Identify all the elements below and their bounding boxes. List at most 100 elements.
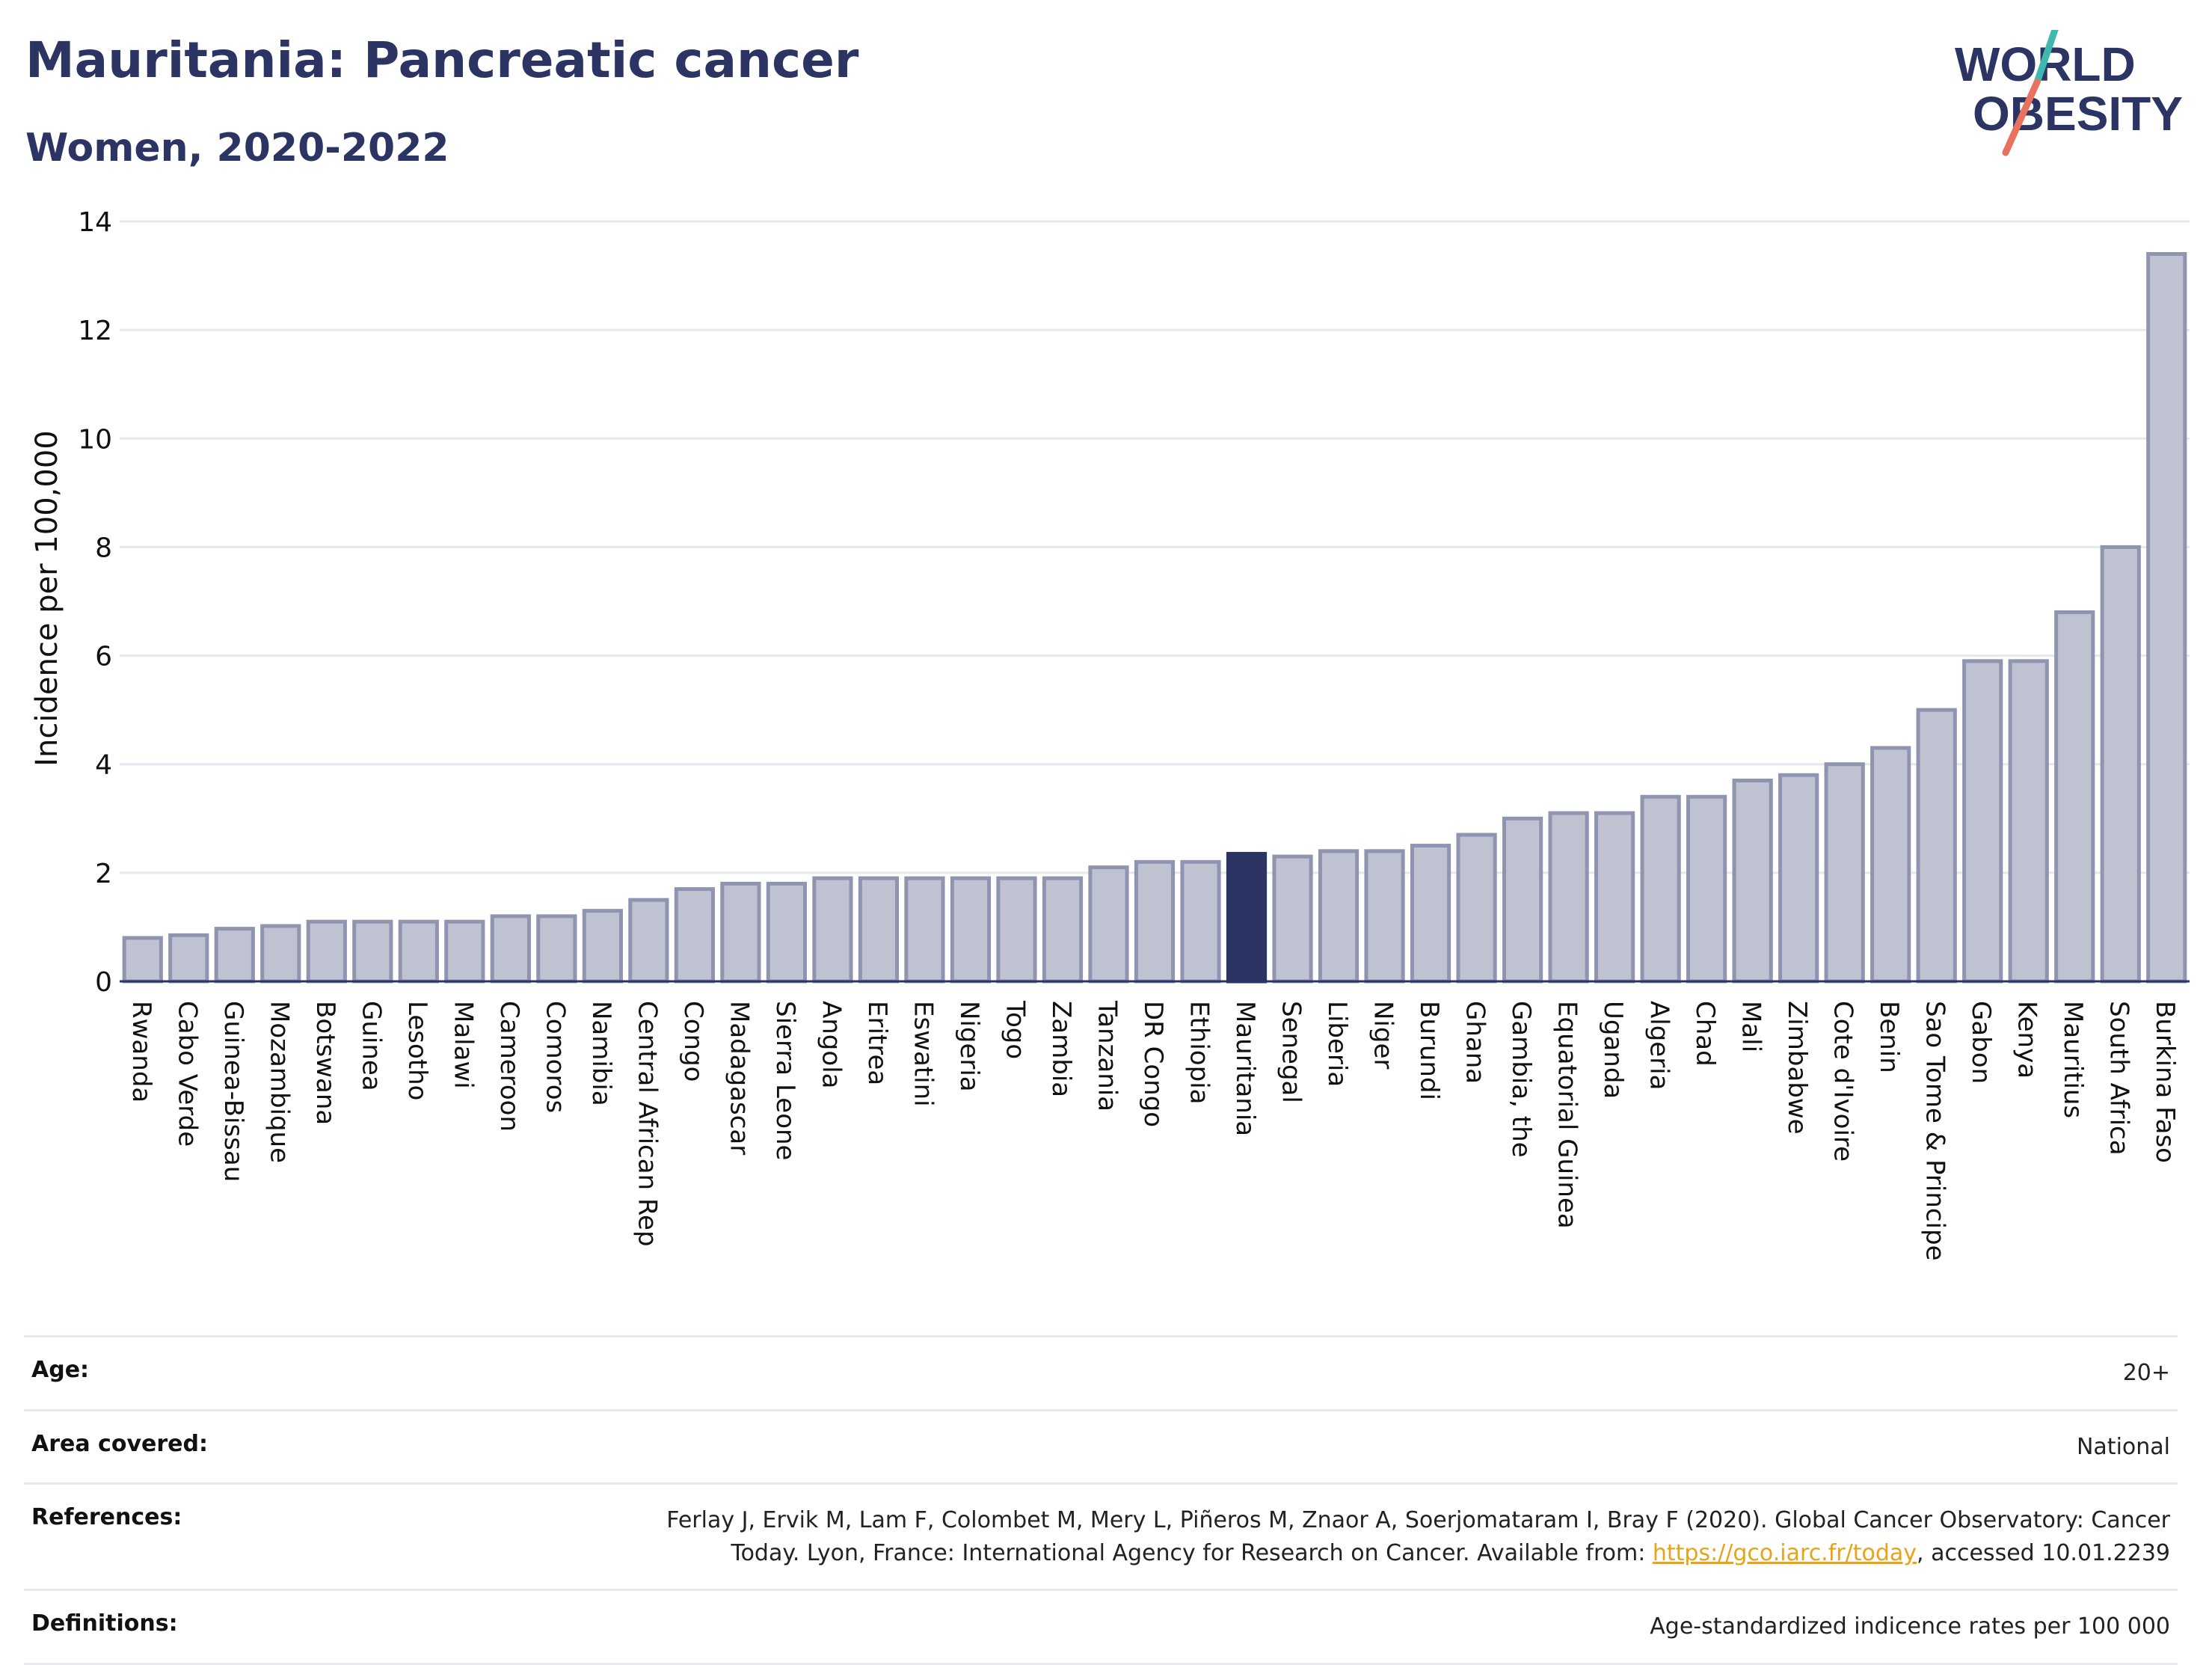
bar-botswana bbox=[306, 919, 347, 984]
references-line-1: Ferlay J, Ervik M, Lam F, Colombet M, Me… bbox=[666, 1507, 2170, 1533]
bar-south-africa bbox=[2100, 545, 2141, 984]
y-tick-label: 6 bbox=[95, 642, 112, 672]
bar-chart: 0 2 4 6 8 10 12 14 Rwanda Cabo Verde Guinea-Bissa… bbox=[30, 207, 2190, 1261]
bar-benin bbox=[1870, 746, 1911, 984]
bar-eswatini bbox=[904, 876, 945, 984]
x-tick-label: Cabo Verde bbox=[172, 1001, 202, 1147]
bar-mali bbox=[1732, 778, 1773, 984]
bar-kenya bbox=[2008, 659, 2049, 984]
bar-cabo-verde bbox=[168, 933, 209, 984]
x-tick-label: Central African Rep bbox=[632, 1001, 662, 1247]
x-axis-labels: Rwanda Cabo Verde Guinea-Bissau Mozambique B… bbox=[126, 1000, 2180, 1261]
bar-angola bbox=[812, 876, 853, 984]
bar-burundi bbox=[1410, 844, 1451, 984]
bar-zimbabwe bbox=[1778, 773, 1819, 984]
bar-togo bbox=[996, 876, 1037, 984]
x-tick-label: Gabon bbox=[1966, 1001, 1996, 1084]
bar-tanzania bbox=[1088, 865, 1129, 984]
y-axis-ticks: 0 2 4 6 8 10 12 14 bbox=[78, 207, 112, 998]
bar-madagascar bbox=[720, 881, 761, 984]
x-tick-label: Chad bbox=[1690, 1001, 1720, 1067]
details-row-definitions: Definitions: Age-standardized indicence … bbox=[24, 1589, 2178, 1665]
y-tick-label: 10 bbox=[78, 424, 112, 455]
bar-eritrea bbox=[858, 876, 900, 984]
x-tick-label: Mozambique bbox=[264, 1001, 294, 1163]
x-tick-label: Tanzania bbox=[1092, 1000, 1122, 1111]
bar-malawi bbox=[444, 919, 485, 984]
x-tick-label: Botswana bbox=[310, 1001, 340, 1125]
x-tick-label: Congo bbox=[678, 1001, 708, 1082]
y-tick-label: 4 bbox=[95, 750, 112, 781]
bar-liberia bbox=[1318, 849, 1360, 984]
x-tick-label: Comoros bbox=[540, 1001, 570, 1113]
details-row-age: Age: 20+ bbox=[24, 1335, 2178, 1409]
x-tick-label: Nigeria bbox=[954, 1001, 984, 1092]
x-tick-label: Zambia bbox=[1046, 1001, 1076, 1097]
x-tick-label: Cameroon bbox=[494, 1001, 524, 1132]
x-tick-label: Ghana bbox=[1460, 1001, 1490, 1084]
references-line-2-pre: Today. Lyon, France: International Agenc… bbox=[731, 1539, 1653, 1566]
x-tick-label: Sierra Leone bbox=[770, 1001, 800, 1160]
age-label: Age: bbox=[31, 1357, 90, 1383]
bar-guinea-bissau bbox=[214, 927, 255, 984]
bar-algeria bbox=[1640, 794, 1681, 984]
logo-slash-teal bbox=[2033, 30, 2059, 86]
x-tick-label: Kenya bbox=[2012, 1001, 2042, 1079]
details-row-area: Area covered: National bbox=[24, 1408, 2178, 1483]
x-tick-label: Madagascar bbox=[724, 1001, 754, 1155]
x-tick-label: Mali bbox=[1736, 1001, 1766, 1052]
age-value: 20+ bbox=[2122, 1360, 2170, 1386]
bar-mozambique bbox=[260, 924, 301, 984]
y-tick-label: 8 bbox=[95, 533, 112, 563]
references-label: References: bbox=[31, 1504, 182, 1530]
bar-sao-tome-principe bbox=[1916, 708, 1957, 984]
bar-comoros bbox=[536, 914, 577, 984]
definitions-value: Age-standardized indicence rates per 100… bbox=[1650, 1613, 2170, 1640]
x-tick-label: Senegal bbox=[1276, 1001, 1306, 1103]
references-link[interactable]: https://gco.iarc.fr/today bbox=[1652, 1539, 1917, 1566]
x-tick-label: Eswatini bbox=[908, 1001, 938, 1107]
x-tick-label: Niger bbox=[1368, 1001, 1398, 1069]
bar-equatorial-guinea bbox=[1548, 811, 1589, 984]
references-line-2: Today. Lyon, France: International Agenc… bbox=[666, 1537, 2170, 1570]
bar-central-african-rep bbox=[628, 898, 669, 984]
x-tick-label: Togo bbox=[1000, 1000, 1030, 1059]
x-tick-label: Mauritania bbox=[1230, 1001, 1260, 1136]
x-tick-label: Guinea-Bissau bbox=[218, 1001, 248, 1182]
bar-ethiopia bbox=[1180, 859, 1221, 984]
bar-congo bbox=[674, 887, 715, 984]
y-tick-label: 0 bbox=[95, 967, 112, 998]
x-tick-label: Mauritius bbox=[2058, 1001, 2088, 1118]
bar-rwanda bbox=[122, 936, 163, 984]
bar-cameroon bbox=[490, 914, 531, 984]
world-obesity-logo: WORLD OBESITY bbox=[1955, 30, 2183, 156]
x-tick-label: Algeria bbox=[1644, 1001, 1674, 1090]
bar-dr-congo bbox=[1134, 859, 1176, 984]
area-value: National bbox=[2076, 1433, 2170, 1460]
details-table: Age: 20+ Area covered: National Referenc… bbox=[24, 1335, 2178, 1665]
x-tick-label: Uganda bbox=[1598, 1001, 1628, 1099]
x-tick-label: Gambia, the bbox=[1506, 1001, 1536, 1158]
details-row-references: References: Ferlay J, Ervik M, Lam F, Co… bbox=[24, 1482, 2178, 1589]
x-tick-label: Malawi bbox=[448, 1001, 478, 1089]
x-tick-label: DR Congo bbox=[1138, 1001, 1168, 1127]
x-tick-label: Equatorial Guinea bbox=[1552, 1001, 1582, 1229]
y-tick-label: 12 bbox=[78, 316, 112, 346]
bar-nigeria bbox=[950, 876, 992, 984]
x-tick-label: Burkina Faso bbox=[2150, 1001, 2180, 1163]
definitions-label: Definitions: bbox=[31, 1610, 178, 1637]
x-tick-label: Ethiopia bbox=[1185, 1001, 1214, 1104]
bar-gambia-the bbox=[1502, 816, 1543, 984]
x-tick-label: Liberia bbox=[1322, 1001, 1352, 1087]
x-tick-label: Sao Tome & Principe bbox=[1920, 1001, 1950, 1261]
x-tick-label: Rwanda bbox=[126, 1001, 156, 1103]
bar-gabon bbox=[1962, 659, 2003, 984]
bar-lesotho bbox=[398, 919, 439, 984]
references-line-2-post: , accessed 10.01.2239 bbox=[1917, 1539, 2170, 1566]
x-tick-label: Eritrea bbox=[862, 1001, 892, 1085]
bar-uganda bbox=[1594, 811, 1635, 984]
y-axis-label: Incidence per 100,000 bbox=[30, 430, 64, 767]
bar-burkina-faso bbox=[2146, 252, 2187, 984]
x-tick-label: South Africa bbox=[2104, 1001, 2134, 1156]
page-title: Mauritania: Pancreatic cancer bbox=[25, 31, 859, 89]
